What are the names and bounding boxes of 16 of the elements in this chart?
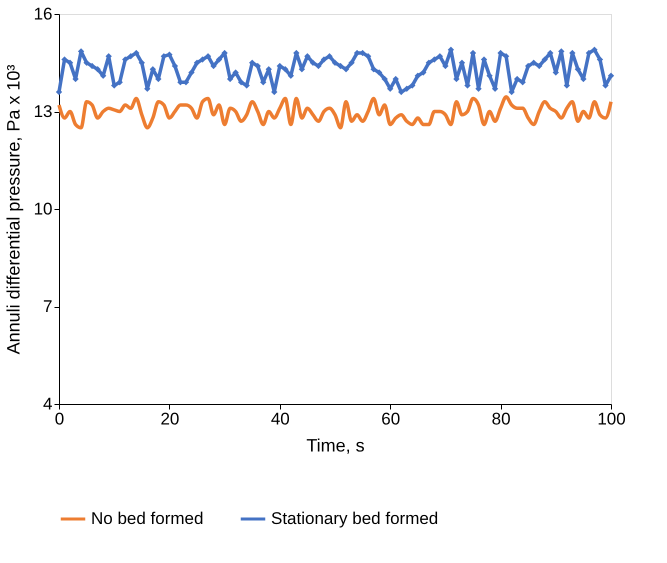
legend-label: Stationary bed formed bbox=[271, 509, 438, 528]
y-tick-label: 16 bbox=[34, 4, 52, 24]
y-tick-label: 4 bbox=[43, 394, 52, 414]
x-tick-label: 20 bbox=[160, 410, 180, 428]
x-tick-label: 60 bbox=[381, 410, 400, 428]
y-tick-label: 10 bbox=[34, 200, 52, 218]
x-axis-title: Time, s bbox=[306, 436, 365, 456]
x-tick-label: 40 bbox=[270, 410, 290, 428]
x-tick-label: 80 bbox=[492, 410, 511, 428]
x-tick-label: 0 bbox=[54, 410, 64, 428]
y-axis-title: Annuli differential pressure, Pa x 10³ bbox=[4, 64, 24, 354]
legend-label: No bed formed bbox=[91, 509, 204, 528]
y-tick-label: 13 bbox=[34, 102, 52, 121]
y-tick-label: 7 bbox=[43, 297, 52, 316]
line-series bbox=[57, 95, 613, 130]
x-tick-label: 100 bbox=[597, 410, 626, 428]
